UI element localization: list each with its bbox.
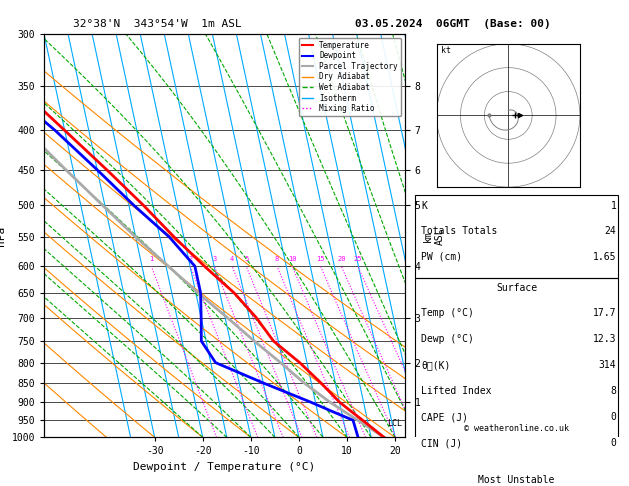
Text: 8: 8 [275,256,279,262]
Text: 03.05.2024  06GMT  (Base: 00): 03.05.2024 06GMT (Base: 00) [355,19,551,30]
Text: 12.3: 12.3 [593,334,616,344]
Text: 17.7: 17.7 [593,308,616,318]
Text: 32°38'N  343°54'W  1m ASL: 32°38'N 343°54'W 1m ASL [73,19,242,30]
Text: 25: 25 [353,256,362,262]
Text: 24: 24 [604,226,616,236]
Text: 10: 10 [288,256,296,262]
Text: 314: 314 [599,360,616,370]
Text: Surface: Surface [496,283,537,293]
Text: K: K [421,201,427,211]
Text: 4: 4 [230,256,234,262]
Text: CIN (J): CIN (J) [421,438,462,448]
Text: 2: 2 [188,256,192,262]
Y-axis label: hPa: hPa [0,226,6,246]
Text: 8: 8 [611,386,616,396]
Text: Totals Totals: Totals Totals [421,226,498,236]
Bar [415,469,618,486]
Legend: Temperature, Dewpoint, Parcel Trajectory, Dry Adiabat, Wet Adiabat, Isotherm, Mi: Temperature, Dewpoint, Parcel Trajectory… [299,38,401,116]
Bar [415,278,618,469]
Text: 0: 0 [611,412,616,422]
Text: 0: 0 [611,438,616,448]
Text: © weatheronline.co.uk: © weatheronline.co.uk [464,424,569,434]
Text: Dewp (°C): Dewp (°C) [421,334,474,344]
Text: 20: 20 [337,256,345,262]
Text: Lifted Index: Lifted Index [421,386,492,396]
X-axis label: Dewpoint / Temperature (°C): Dewpoint / Temperature (°C) [133,462,316,472]
Text: 1.65: 1.65 [593,252,616,261]
Text: θᴇ(K): θᴇ(K) [421,360,450,370]
Text: LCL: LCL [387,419,403,428]
Text: CAPE (J): CAPE (J) [421,412,468,422]
Text: 5: 5 [244,256,248,262]
Text: 1: 1 [611,201,616,211]
Text: 1: 1 [149,256,153,262]
Text: Most Unstable: Most Unstable [479,475,555,485]
Text: PW (cm): PW (cm) [421,252,462,261]
Y-axis label: km
ASL: km ASL [423,227,445,244]
Text: Temp (°C): Temp (°C) [421,308,474,318]
Text: 3: 3 [212,256,216,262]
Text: 15: 15 [316,256,325,262]
Bar [415,195,618,278]
Text: kt: kt [442,46,452,55]
